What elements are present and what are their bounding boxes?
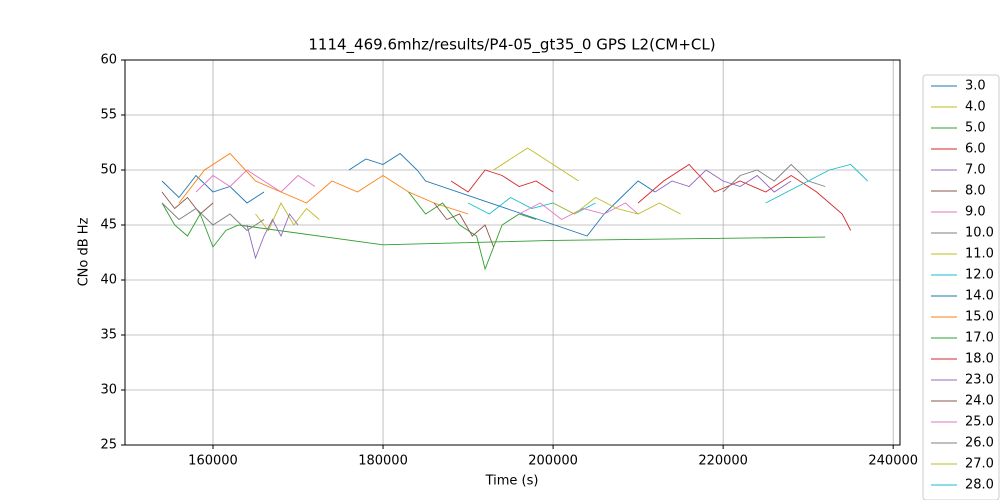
series-line bbox=[161, 202, 265, 232]
y-tick-label: 35 bbox=[100, 328, 117, 343]
legend-label: 12.0 bbox=[965, 268, 994, 283]
series-line bbox=[765, 164, 869, 204]
series-line bbox=[408, 191, 537, 271]
y-tick-label: 55 bbox=[100, 108, 117, 123]
series-line bbox=[246, 213, 299, 260]
y-tick-label: 25 bbox=[100, 438, 117, 453]
series-line bbox=[552, 196, 681, 215]
y-tick-label: 40 bbox=[100, 273, 117, 288]
y-tick-label: 50 bbox=[100, 163, 117, 178]
y-tick-label: 45 bbox=[100, 218, 117, 233]
legend-label: 7.0 bbox=[965, 163, 986, 178]
legend-label: 27.0 bbox=[965, 457, 994, 472]
series-line bbox=[195, 169, 316, 193]
series-line bbox=[161, 174, 265, 204]
legend-label: 15.0 bbox=[965, 310, 994, 325]
legend-label: 3.0 bbox=[965, 79, 986, 94]
legend-label: 5.0 bbox=[965, 121, 986, 136]
legend-box bbox=[922, 74, 1000, 500]
series-line bbox=[178, 152, 469, 215]
series-line bbox=[433, 202, 495, 248]
legend-label: 10.0 bbox=[965, 226, 994, 241]
x-tick-label: 220000 bbox=[698, 454, 748, 469]
y-tick-label: 60 bbox=[100, 53, 117, 68]
x-tick-label: 160000 bbox=[188, 454, 238, 469]
legend-label: 6.0 bbox=[965, 142, 986, 157]
legend-label: 4.0 bbox=[965, 100, 986, 115]
legend-label: 25.0 bbox=[965, 415, 994, 430]
series-line bbox=[450, 169, 554, 193]
series-line bbox=[255, 202, 320, 232]
legend-label: 24.0 bbox=[965, 394, 994, 409]
x-axis-label: Time (s) bbox=[485, 474, 539, 489]
series-line bbox=[518, 202, 639, 221]
series-line bbox=[637, 163, 852, 231]
legend-label: 11.0 bbox=[965, 247, 994, 262]
y-tick-label: 30 bbox=[100, 383, 117, 398]
x-tick-label: 240000 bbox=[868, 454, 918, 469]
series-line bbox=[161, 202, 826, 248]
legend-label: 18.0 bbox=[965, 352, 994, 367]
legend-label: 26.0 bbox=[965, 436, 994, 451]
y-axis-label: CNo dB Hz bbox=[77, 217, 92, 286]
legend-label: 9.0 bbox=[965, 205, 986, 220]
legend-label: 17.0 bbox=[965, 331, 994, 346]
plot-frame bbox=[124, 59, 901, 446]
series-line bbox=[493, 147, 579, 182]
legend-label: 28.0 bbox=[965, 478, 994, 493]
legend-label: 8.0 bbox=[965, 184, 986, 199]
series-line bbox=[348, 152, 656, 237]
legend-label: 14.0 bbox=[965, 289, 994, 304]
series-line bbox=[654, 169, 792, 193]
chart-title: 1114_469.6mhz/results/P4-05_gt35_0 GPS L… bbox=[308, 36, 715, 55]
legend-label: 23.0 bbox=[965, 373, 994, 388]
x-tick-label: 200000 bbox=[528, 454, 578, 469]
series-line bbox=[161, 191, 214, 215]
x-tick-label: 180000 bbox=[358, 454, 408, 469]
